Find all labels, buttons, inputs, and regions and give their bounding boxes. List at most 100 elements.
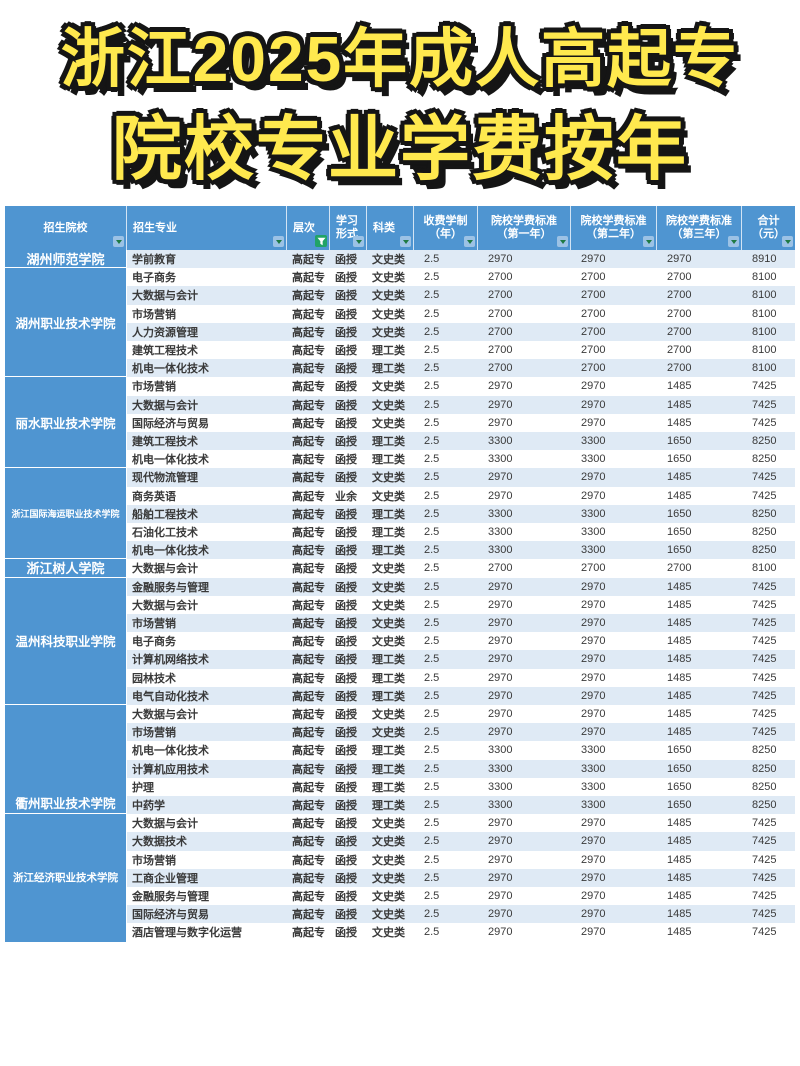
cell-duration: 2.5 [424,744,440,757]
cell-fee-year2: 3300 [581,507,606,520]
cell-duration: 2.5 [424,489,440,502]
cell-duration: 2.5 [424,889,440,902]
filter-dropdown-icon[interactable] [273,236,284,247]
cell-fee-year2: 2970 [581,708,606,721]
data-row: 金融服务与管理 高起专 函授 文史类 2.5 2970 2970 1485 7425 [127,577,795,596]
filter-dropdown-icon[interactable] [400,236,411,247]
cell-fee-year3: 1650 [667,762,692,775]
cell-specialty: 计算机网络技术 [132,654,209,667]
cell-fee-year2: 2700 [581,562,606,575]
cell-fee-year2: 3300 [581,453,606,466]
cell-category: 文史类 [372,254,405,267]
cell-specialty: 金融服务与管理 [132,890,209,903]
cell-fee-year2: 2970 [581,926,606,939]
filter-funnel-icon[interactable] [315,235,327,247]
filter-dropdown-icon[interactable] [728,236,739,247]
cell-duration: 2.5 [424,380,440,393]
cell-specialty: 建筑工程技术 [132,345,198,358]
data-row: 机电一体化技术 高起专 函授 理工类 2.5 3300 3300 1650 8250 [127,741,795,760]
cell-fee-year2: 2970 [581,835,606,848]
cell-fee-year3: 1485 [667,817,692,830]
table-header-row: 招生院校 招生专业 层次 学习 形式 科类 收费学制 （年） 院校学费标准 （第一年） 院校学… [5,206,795,250]
cell-study-form: 函授 [335,672,357,685]
cell-fee-year2: 2970 [581,617,606,630]
data-row: 护理 高起专 函授 理工类 2.5 3300 3300 1650 8250 [127,777,795,796]
cell-specialty: 机电一体化技术 [132,545,209,558]
tuition-table: 招生院校 招生专业 层次 学习 形式 科类 收费学制 （年） 院校学费标准 （第一年） 院校学… [5,206,795,942]
filter-dropdown-icon[interactable] [782,236,793,247]
cell-category: 理工类 [372,363,405,376]
cell-study-form: 函授 [335,890,357,903]
cell-fee-year2: 2970 [581,253,606,266]
cell-fee-year3: 2700 [667,362,692,375]
cell-fee-year1: 2970 [488,398,513,411]
cell-total: 7425 [752,416,777,429]
college-group-cell: 衢州职业技术学院 [5,704,127,815]
header-cell-total: 合计 （元） [742,206,795,250]
cell-level: 高起专 [292,490,325,503]
data-row: 现代物流管理 高起专 函授 文史类 2.5 2970 2970 1485 7425 [127,468,795,487]
cell-level: 高起专 [292,636,325,649]
cell-total: 8250 [752,507,777,520]
college-group-cell: 丽水职业技术学院 [5,377,127,469]
cell-fee-year3: 2970 [667,253,692,266]
cell-category: 文史类 [372,308,405,321]
cell-category: 文史类 [372,490,405,503]
cell-level: 高起专 [292,417,325,430]
cell-category: 文史类 [372,399,405,412]
cell-level: 高起专 [292,472,325,485]
cell-fee-year1: 3300 [488,544,513,557]
cell-total: 7425 [752,726,777,739]
cell-fee-year1: 2970 [488,617,513,630]
data-row: 建筑工程技术 高起专 函授 理工类 2.5 3300 3300 1650 8250 [127,431,795,451]
cell-fee-year3: 1485 [667,380,692,393]
filter-dropdown-icon[interactable] [464,236,475,247]
header-label-level: 层次 [293,221,315,234]
data-row: 市场营销 高起专 函授 文史类 2.5 2970 2970 1485 7425 [127,723,795,742]
cell-specialty: 电子商务 [132,272,176,285]
filter-dropdown-icon[interactable] [353,236,364,247]
cell-level: 高起专 [292,836,325,849]
cell-fee-year3: 1485 [667,871,692,884]
filter-dropdown-icon[interactable] [113,236,124,247]
data-row: 计算机网络技术 高起专 函授 理工类 2.5 2970 2970 1485 7425 [127,650,795,669]
cell-fee-year3: 1650 [667,744,692,757]
cell-total: 7425 [752,598,777,611]
cell-study-form: 函授 [335,272,357,285]
filter-dropdown-icon[interactable] [557,236,568,247]
header-cell-study-form: 学习 形式 [330,206,367,250]
cell-level: 高起专 [292,581,325,594]
cell-specialty: 护理 [132,781,154,794]
cell-fee-year3: 1650 [667,544,692,557]
chevron-down-icon [645,239,652,244]
cell-specialty: 国际经济与贸易 [132,417,209,430]
cell-duration: 2.5 [424,726,440,739]
header-label-study-form: 学习 形式 [336,215,358,240]
header-label-duration: 收费学制 （年） [423,215,468,240]
cell-total: 8250 [752,453,777,466]
data-row: 电气自动化技术 高起专 函授 理工类 2.5 2970 2970 1485 7425 [127,686,795,705]
cell-category: 理工类 [372,527,405,540]
header-label-fee-year1: 院校学费标准 （第一年） [491,215,557,240]
college-name-label: 丽水职业技术学院 [15,416,116,431]
cell-duration: 2.5 [424,398,440,411]
cell-fee-year1: 2970 [488,871,513,884]
data-row: 大数据技术 高起专 函授 文史类 2.5 2970 2970 1485 7425 [127,832,795,851]
cell-total: 8910 [752,253,777,266]
cell-fee-year1: 2700 [488,271,513,284]
cell-level: 高起专 [292,909,325,922]
filter-dropdown-icon[interactable] [643,236,654,247]
cell-fee-year2: 2970 [581,653,606,666]
cell-level: 高起专 [292,545,325,558]
cell-study-form: 函授 [335,345,357,358]
cell-fee-year1: 2970 [488,253,513,266]
cell-category: 文史类 [372,890,405,903]
cell-fee-year2: 2970 [581,889,606,902]
cell-level: 高起专 [292,563,325,576]
college-name-label: 浙江树人学院 [26,561,105,577]
cell-level: 高起专 [292,363,325,376]
cell-total: 7425 [752,398,777,411]
cell-level: 高起专 [292,254,325,267]
cell-total: 8250 [752,762,777,775]
cell-study-form: 函授 [335,254,357,267]
